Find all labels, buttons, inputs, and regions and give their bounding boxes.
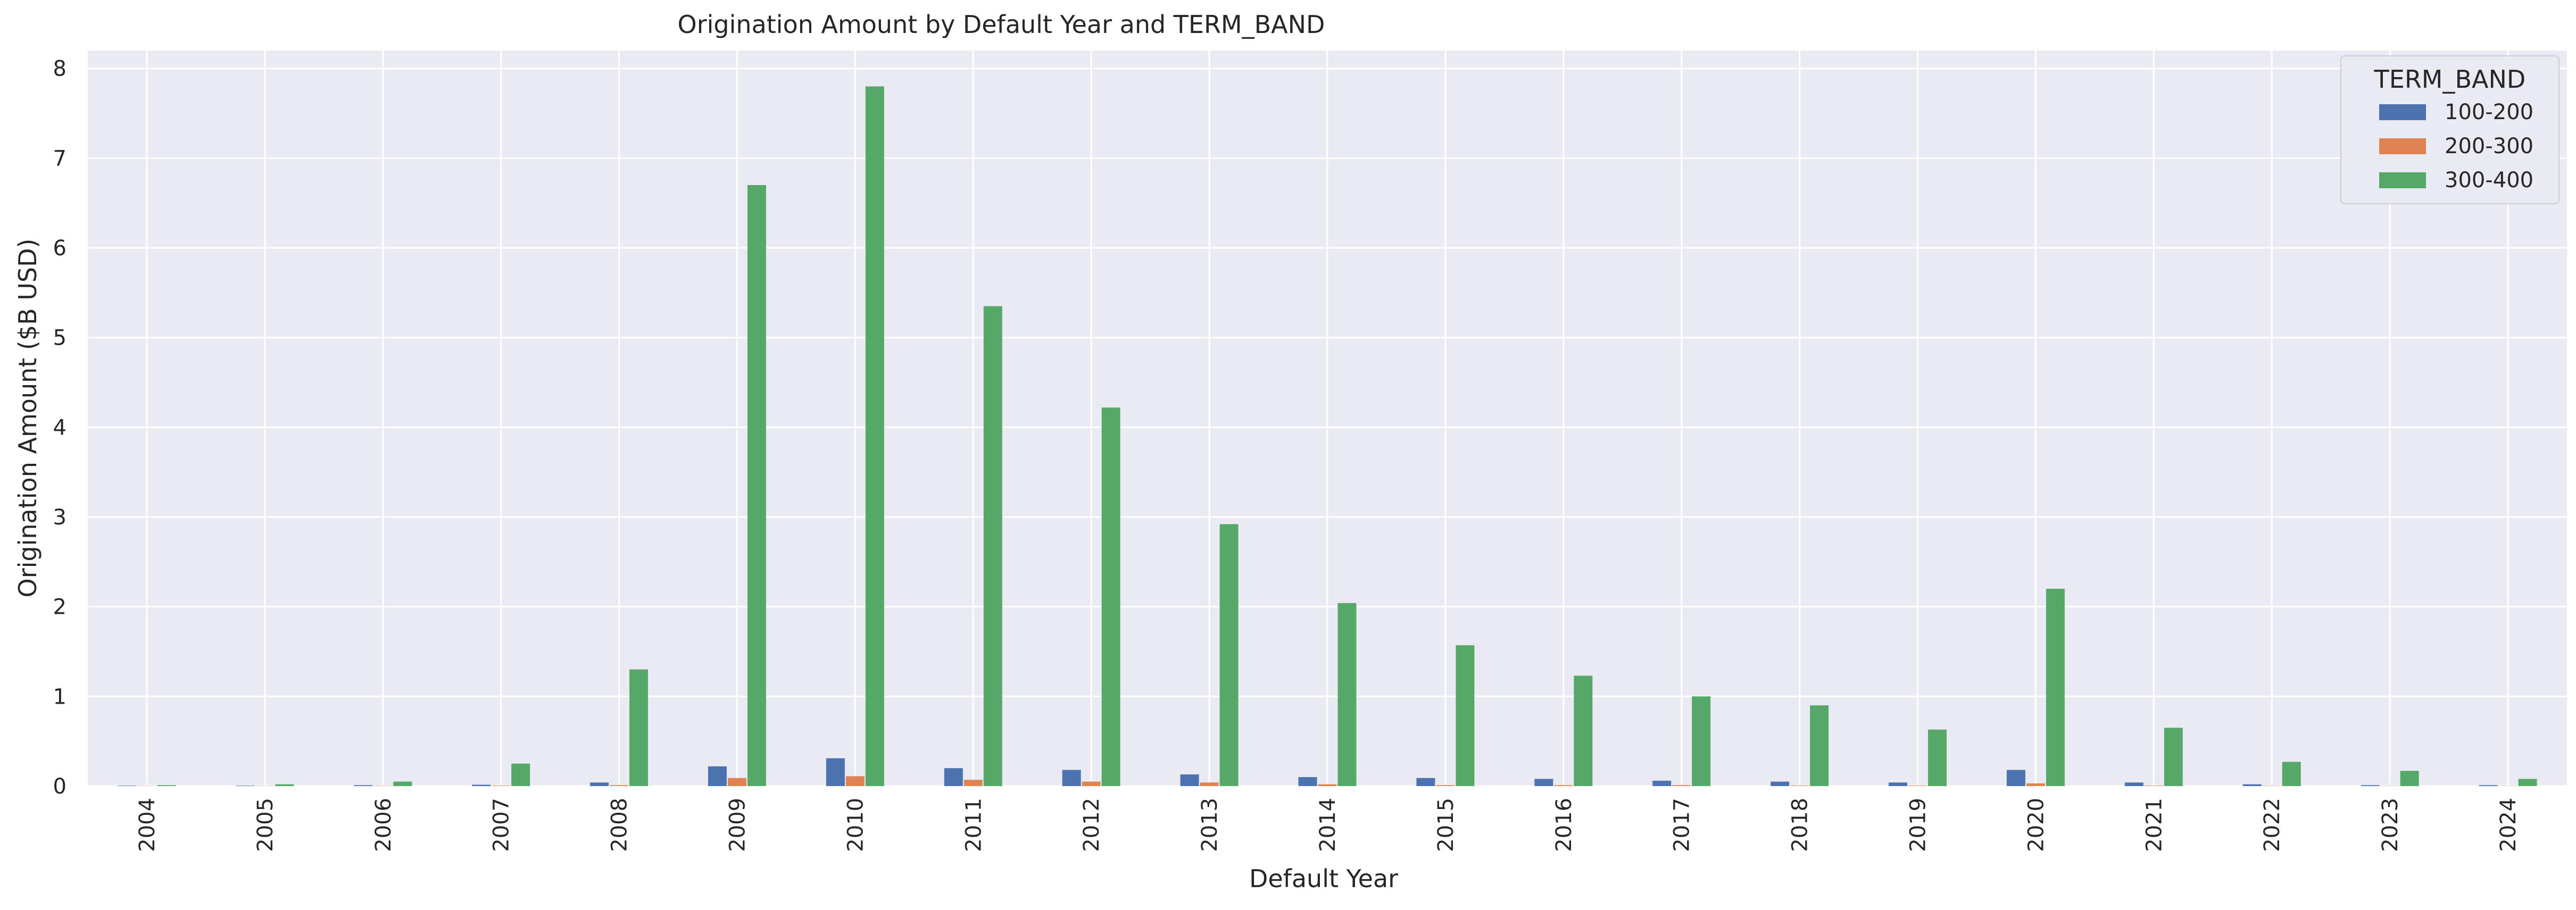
x-tick-labels: 2004 2005 2006 2007 2008 2009 2010 2011 2012 2013…: [135, 798, 2521, 852]
bar-300-400-2021: [2164, 728, 2183, 786]
bar-300-400-2011: [983, 306, 1002, 786]
bar-200-300-2013: [1200, 782, 1219, 786]
legend: TERM_BAND 100-200 200-300 300-400: [2340, 55, 2560, 204]
y-tick-label: 8: [53, 57, 67, 81]
bar-200-300-2010: [845, 776, 865, 786]
x-tick-label: 2007: [489, 798, 514, 852]
legend-label-100-200: 100-200: [2445, 100, 2533, 124]
bar-300-400-2020: [2046, 588, 2065, 786]
bar-100-200-2023: [2361, 785, 2380, 786]
bar-100-200-2011: [944, 768, 963, 786]
bar-300-400-2022: [2282, 762, 2301, 786]
x-tick-label: 2024: [2496, 798, 2521, 852]
y-tick-label: 3: [53, 505, 67, 530]
bar-300-400-2014: [1337, 603, 1357, 786]
bar-100-200-2018: [1771, 781, 1790, 786]
y-tick-label: 4: [53, 415, 67, 440]
bar-200-300-2008: [610, 785, 629, 786]
legend-swatch-200-300: [2379, 138, 2426, 154]
bar-300-400-2004: [157, 785, 176, 786]
x-tick-label: 2008: [608, 798, 632, 852]
legend-swatch-100-200: [2379, 104, 2426, 120]
bar-100-200-2012: [1062, 770, 1081, 786]
bar-300-400-2015: [1456, 645, 1475, 786]
x-tick-label: 2004: [135, 798, 160, 852]
bar-100-200-2019: [1889, 782, 1908, 786]
legend-box: [2340, 55, 2560, 204]
bar-200-300-2011: [963, 780, 983, 786]
bar-200-300-2015: [1436, 785, 1455, 786]
bar-100-200-2006: [354, 785, 373, 786]
x-tick-label: 2011: [961, 798, 986, 852]
bar-200-300-2017: [1672, 785, 1691, 786]
x-tick-label: 2020: [2024, 798, 2048, 852]
bar-300-400-2017: [1692, 696, 1711, 786]
bar-300-400-2023: [2400, 771, 2419, 786]
bar-300-400-2008: [629, 669, 649, 786]
x-tick-label: 2016: [1552, 798, 1576, 852]
x-tick-label: 2010: [843, 798, 868, 852]
bar-100-200-2009: [708, 766, 727, 786]
bar-100-200-2007: [472, 784, 491, 786]
bar-300-400-2006: [393, 781, 412, 786]
bar-300-400-2005: [275, 784, 294, 786]
legend-swatch-300-400: [2379, 172, 2426, 188]
bar-200-300-2016: [1554, 785, 1573, 786]
bar-200-300-2009: [727, 778, 746, 786]
bar-100-200-2016: [1534, 779, 1553, 786]
legend-label-200-300: 200-300: [2445, 134, 2533, 158]
bar-100-200-2015: [1416, 778, 1435, 786]
x-axis-label: Default Year: [1249, 864, 1398, 893]
x-tick-label: 2012: [1079, 798, 1104, 852]
x-tick-label: 2023: [2378, 798, 2403, 852]
x-tick-label: 2015: [1434, 798, 1458, 852]
legend-title: TERM_BAND: [2374, 65, 2526, 94]
bar-100-200-2024: [2479, 785, 2498, 786]
bar-300-400-2024: [2518, 779, 2537, 786]
y-tick-label: 5: [53, 326, 67, 350]
x-tick-label: 2013: [1198, 798, 1222, 852]
y-axis-label: Origination Amount ($B USD): [13, 239, 42, 598]
bar-100-200-2013: [1180, 774, 1199, 786]
bar-300-400-2007: [511, 763, 530, 786]
bar-300-400-2009: [747, 185, 766, 786]
x-tick-label: 2021: [2142, 798, 2166, 852]
grid-lines: [88, 51, 2567, 787]
x-tick-label: 2006: [371, 798, 396, 852]
y-tick-label: 7: [53, 146, 67, 171]
bar-100-200-2010: [826, 758, 845, 786]
bar-200-300-2020: [2026, 783, 2045, 786]
y-tick-label: 1: [53, 684, 67, 709]
y-tick-label: 6: [53, 236, 67, 261]
x-tick-label: 2018: [1788, 798, 1813, 852]
x-tick-label: 2005: [253, 798, 278, 852]
x-tick-label: 2014: [1316, 798, 1340, 852]
x-tick-label: 2019: [1906, 798, 1931, 852]
bar-100-200-2020: [2006, 770, 2025, 786]
bar-300-400-2018: [1810, 705, 1829, 786]
bar-100-200-2014: [1298, 777, 1317, 786]
x-tick-label: 2017: [1670, 798, 1694, 852]
bar-200-300-2014: [1318, 784, 1337, 786]
bar-300-400-2019: [1928, 729, 1947, 786]
bar-100-200-2022: [2242, 784, 2262, 786]
y-tick-labels: 0 1 2 3 4 5 6 7 8: [53, 57, 67, 799]
bar-100-200-2008: [590, 782, 609, 786]
y-tick-label: 2: [53, 595, 67, 620]
bar-300-400-2013: [1219, 524, 1239, 786]
bar-300-400-2010: [865, 86, 884, 787]
bar-100-200-2021: [2124, 782, 2143, 786]
bar-200-300-2012: [1082, 781, 1101, 786]
x-tick-label: 2022: [2260, 798, 2284, 852]
chart-title: Origination Amount by Default Year and T…: [678, 10, 1325, 39]
x-tick-label: 2009: [725, 798, 750, 852]
y-tick-label: 0: [53, 774, 67, 799]
legend-label-300-400: 300-400: [2445, 168, 2533, 193]
bar-100-200-2017: [1652, 780, 1672, 786]
bar-300-400-2012: [1101, 407, 1120, 786]
bars: [118, 86, 2537, 787]
bar-300-400-2016: [1574, 675, 1593, 786]
